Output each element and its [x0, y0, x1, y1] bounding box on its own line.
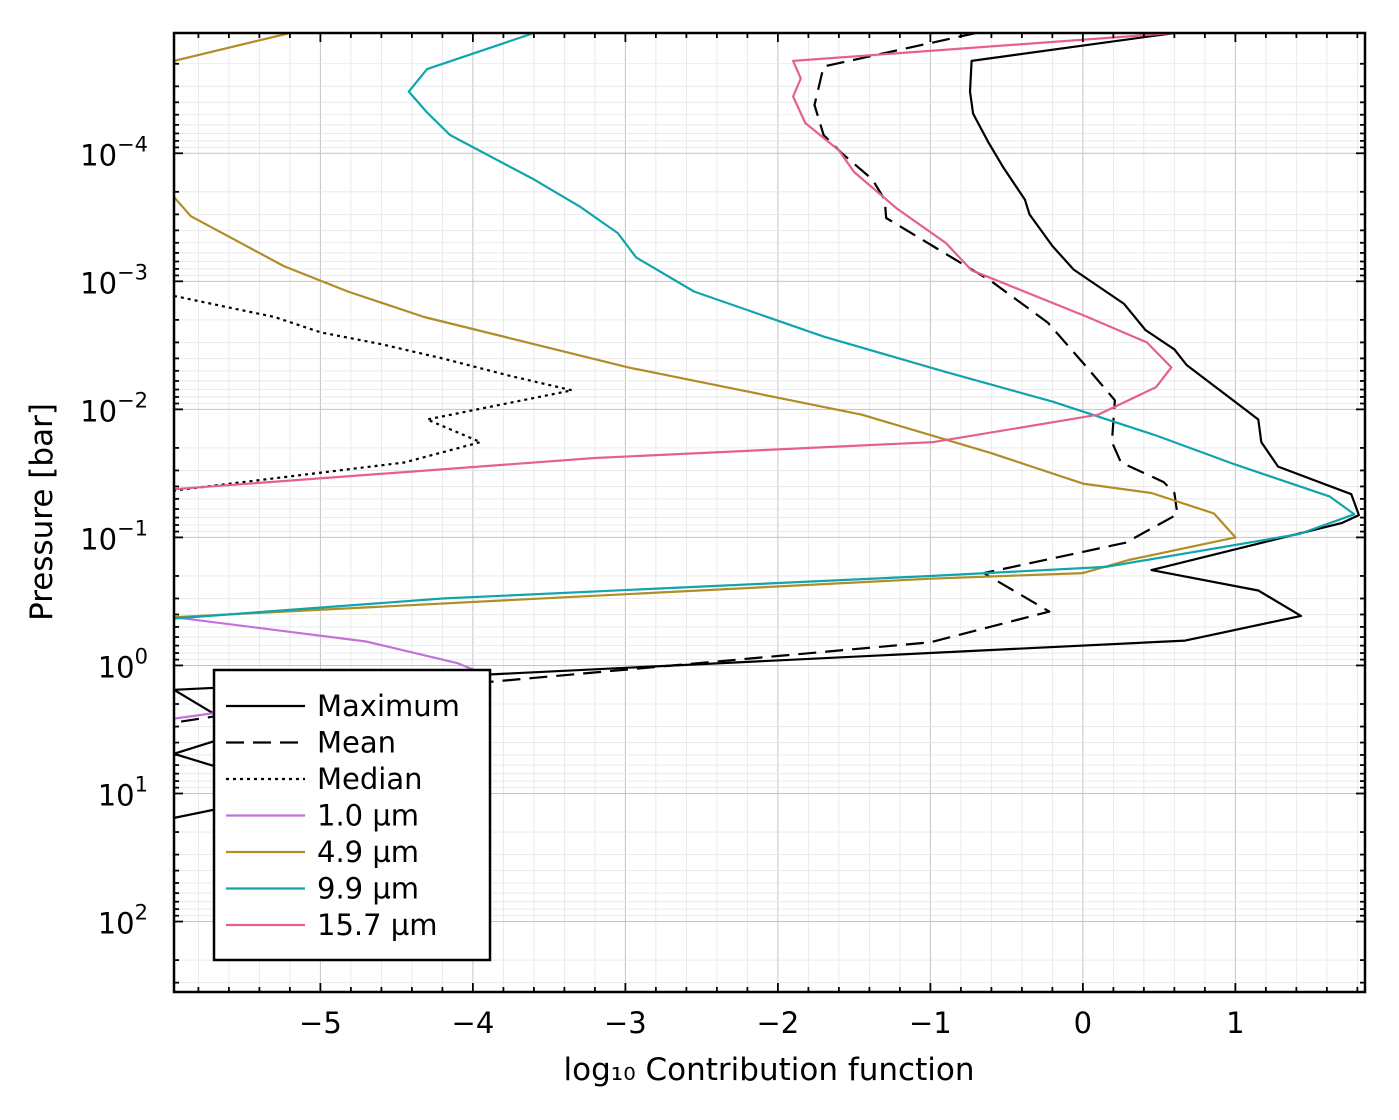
y-tick-labels: 10−4 10−3 10−2 10−1 100 101 102 — [80, 132, 148, 940]
series-line-maximum — [174, 33, 1361, 819]
x-tick-label: −5 — [299, 1006, 342, 1040]
y-tick-label: 102 — [98, 901, 148, 941]
y-tick-label: 100 — [98, 644, 148, 684]
legend-label: Mean — [317, 726, 396, 760]
x-tick-label: 1 — [1226, 1006, 1244, 1040]
series-line-15-7-m — [174, 33, 1175, 491]
series-line-4-9-m — [174, 33, 1237, 619]
x-tick-label: −4 — [452, 1006, 495, 1040]
x-axis-label: log₁₀ Contribution function — [564, 1052, 975, 1088]
legend-label: 9.9 µm — [317, 872, 419, 906]
y-tick-label: 10−4 — [80, 132, 148, 172]
legend-label: Median — [317, 762, 422, 796]
y-tick-label: 10−3 — [80, 260, 148, 300]
series-line-9-9-m — [174, 33, 1356, 620]
x-tick-labels: −5 −4 −3 −2 −1 0 1 — [299, 1006, 1245, 1040]
x-tick-label: −2 — [757, 1006, 800, 1040]
y-axis-label: Pressure [bar] — [24, 403, 60, 621]
x-tick-label: −1 — [909, 1006, 952, 1040]
legend-label: 4.9 µm — [317, 835, 419, 869]
legend-label: 1.0 µm — [317, 799, 419, 833]
x-tick-label: −3 — [604, 1006, 647, 1040]
legend-label: 15.7 µm — [317, 908, 438, 942]
plot-frame — [172, 31, 1367, 994]
y-tick-label: 101 — [98, 773, 148, 813]
x-tick-label: 0 — [1074, 1006, 1092, 1040]
legend-label: Maximum — [317, 689, 460, 723]
y-tick-label: 10−1 — [80, 516, 148, 556]
y-tick-label: 10−2 — [80, 388, 148, 428]
